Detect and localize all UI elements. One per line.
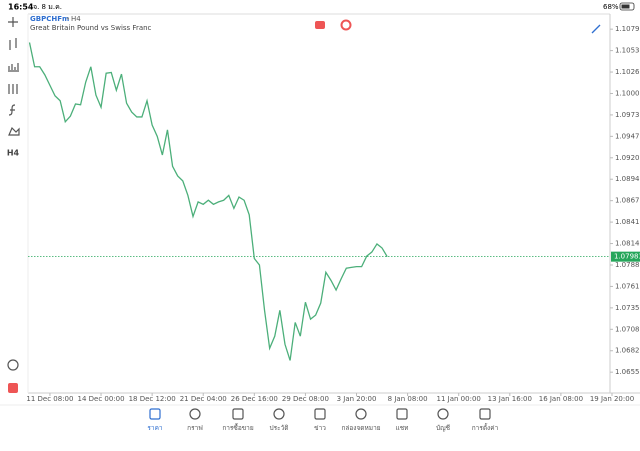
chart-timeframe: H4	[71, 15, 81, 23]
current-price-label: 1.07983	[614, 253, 640, 261]
y-tick-label: 1.10530	[615, 47, 640, 55]
zoom-tool[interactable]	[7, 359, 19, 371]
tab-icon[interactable]	[273, 408, 285, 420]
y-tick-label: 1.06555	[615, 368, 640, 376]
indicators-tool[interactable]	[8, 63, 19, 72]
current-price-box	[611, 251, 640, 262]
tab-icon[interactable]	[314, 408, 326, 420]
function-tool[interactable]	[8, 104, 16, 116]
tab-icon[interactable]	[437, 408, 449, 420]
y-tick-label: 1.08940	[615, 175, 640, 183]
tab-label[interactable]: ข่าว	[314, 424, 326, 432]
y-tick-label: 1.07880	[615, 261, 640, 269]
x-tick-label: 19 Jan 20:00	[590, 395, 634, 403]
y-tick-label: 1.07085	[615, 325, 640, 333]
x-tick-label: 11 Dec 08:00	[26, 395, 73, 403]
market-icon[interactable]	[340, 19, 352, 31]
tab-label[interactable]: การซื้อขาย	[222, 423, 253, 432]
x-tick-label: 16 Jan 08:00	[539, 395, 583, 403]
y-tick-label: 1.10795	[615, 25, 640, 33]
x-tick-label: 18 Dec 12:00	[129, 395, 176, 403]
tab-label[interactable]: ราคา	[147, 424, 162, 432]
x-tick-label: 3 Jan 20:00	[337, 395, 377, 403]
x-tick-label: 14 Dec 00:00	[77, 395, 124, 403]
objects-tool[interactable]	[8, 126, 20, 136]
y-tick-label: 1.08410	[615, 218, 640, 226]
tab-icon[interactable]	[189, 408, 201, 420]
tab-label[interactable]: กล่องจดหมาย	[341, 424, 380, 432]
tab-icon[interactable]	[479, 408, 491, 420]
x-tick-label: 13 Jan 16:00	[488, 395, 532, 403]
y-tick-label: 1.10265	[615, 68, 640, 76]
battery-icon	[619, 2, 635, 11]
y-tick-label: 1.06820	[615, 347, 640, 355]
left-toolbar: H4	[7, 17, 20, 393]
y-tick-label: 1.10000	[615, 89, 640, 97]
status-battery: 68%	[603, 3, 619, 11]
y-tick-label: 1.07615	[615, 282, 640, 290]
status-date: จ. 8 ม.ค.	[33, 3, 62, 11]
draw-icon[interactable]	[591, 24, 601, 34]
tab-label[interactable]: กราฟ	[187, 424, 203, 432]
chart-type-tool[interactable]	[9, 38, 17, 50]
tab-icon[interactable]	[232, 408, 244, 420]
settings-tool[interactable]	[8, 84, 18, 94]
x-tick-label: 26 Dec 16:00	[231, 395, 278, 403]
y-tick-label: 1.08145	[615, 240, 640, 248]
x-tick-label: 8 Jan 08:00	[388, 395, 428, 403]
battery-level	[621, 4, 630, 9]
symbol: GBPCHFm	[30, 15, 69, 23]
trade-button[interactable]	[8, 383, 18, 393]
chart-subtitle: Great Britain Pound vs Swiss Franc	[30, 24, 152, 32]
y-tick-label: 1.08675	[615, 197, 640, 205]
crosshair-tool[interactable]	[8, 17, 18, 27]
tab-label[interactable]: ประวัติ	[270, 424, 289, 432]
tab-icon[interactable]	[396, 408, 408, 420]
x-tick-label: 21 Dec 04:00	[180, 395, 227, 403]
y-tick-label: 1.07350	[615, 304, 640, 312]
price-line	[28, 42, 388, 361]
x-tick-label: 11 Jan 00:00	[437, 395, 481, 403]
tab-label[interactable]: บัญชี	[436, 424, 451, 432]
tab-icons: ราคา กราฟ การซื้อขาย ประวัติ ข่าว กล่องจดหมาย…	[147, 408, 499, 432]
status-time: 16:54	[8, 3, 34, 12]
one-click-icon[interactable]	[315, 21, 325, 29]
tab-icon[interactable]	[355, 408, 367, 420]
bullet: •	[66, 15, 70, 23]
tab-icon[interactable]	[149, 408, 161, 420]
y-tick-label: 1.09205	[615, 154, 640, 162]
y-tick-label: 1.09470	[615, 132, 640, 140]
timeframe-button[interactable]: H4	[7, 149, 20, 158]
y-tick-label: 1.09735	[615, 111, 640, 119]
tab-label[interactable]: การตั้งค่า	[472, 423, 499, 432]
tab-label[interactable]: แชท	[396, 424, 409, 432]
x-tick-label: 29 Dec 08:00	[282, 395, 329, 403]
